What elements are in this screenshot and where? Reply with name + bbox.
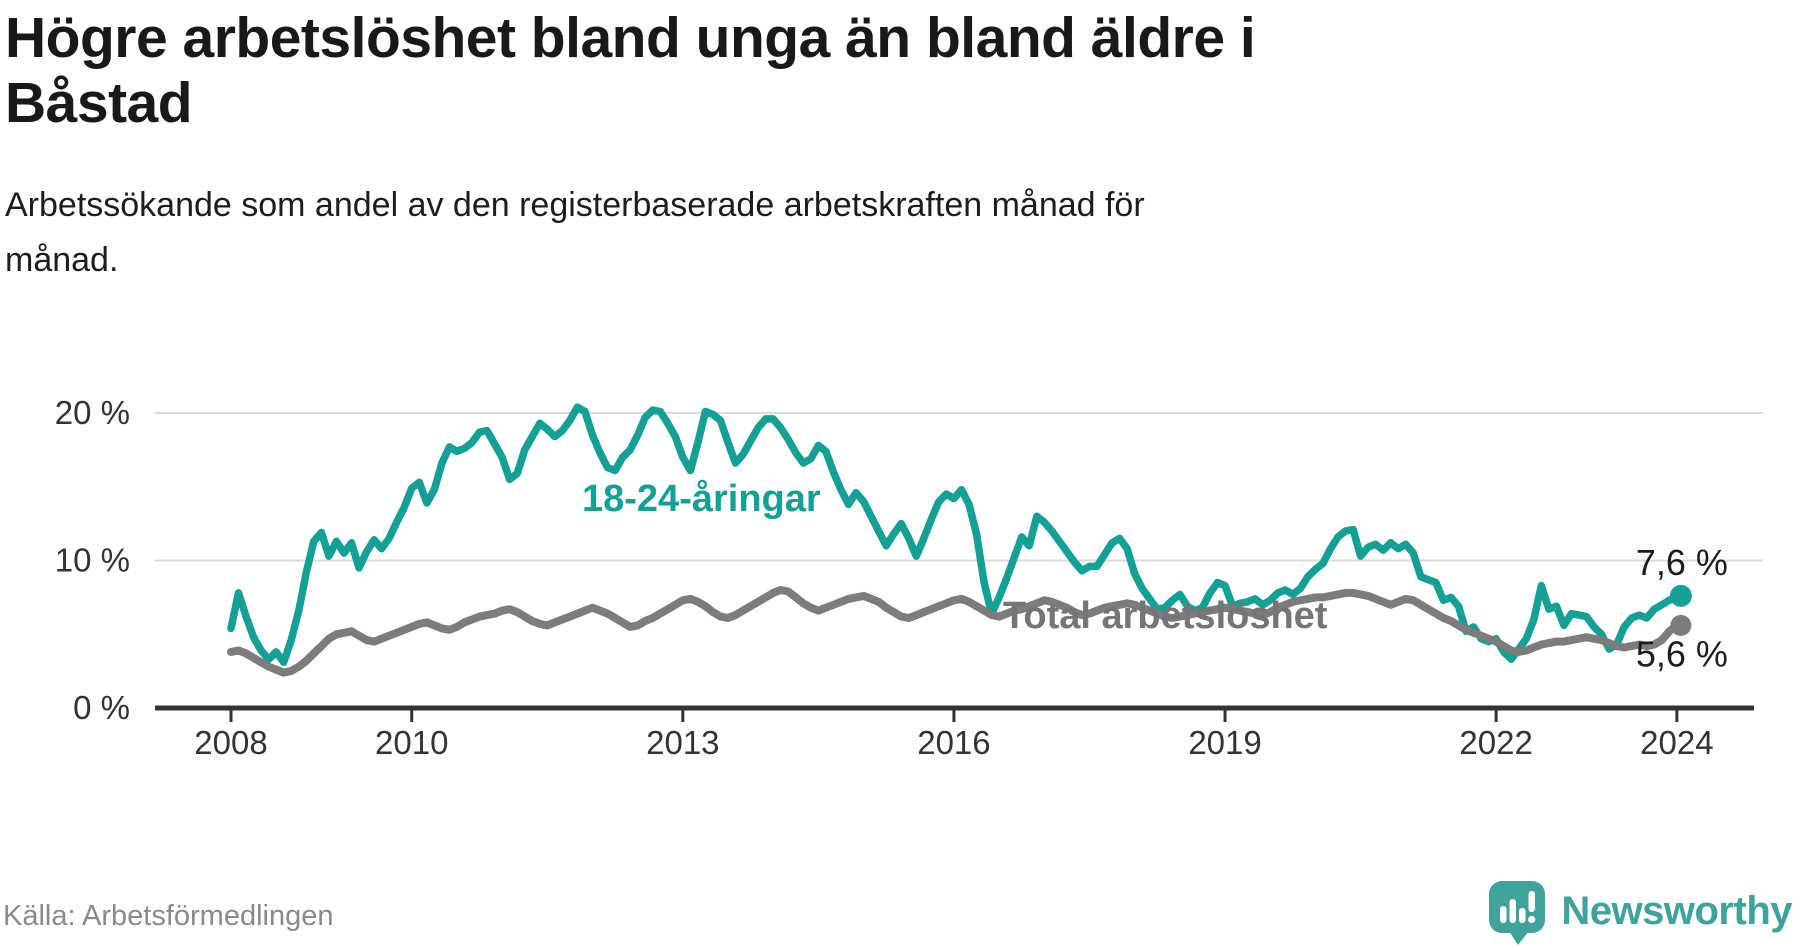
line-chart: 0 % 10 % 20 % 2008 2010 2013 2016 2019 2022 2024 1… — [0, 330, 1800, 780]
chart-subtitle: Arbetssökande som andel av den registerb… — [5, 178, 1505, 288]
chart-title: Högre arbetslöshet bland unga än bland ä… — [5, 6, 1765, 136]
y-axis-label-20: 20 % — [55, 394, 130, 431]
series-label-youth: 18-24-åringar — [582, 478, 821, 520]
end-dot-total — [1670, 614, 1692, 636]
logo-wordmark: Newsworthy — [1561, 888, 1792, 933]
source-note: Källa: Arbetsförmedlingen — [3, 900, 334, 932]
end-dot-youth — [1669, 584, 1692, 607]
x-axis-label-2019: 2019 — [1188, 724, 1261, 761]
x-axis-label-2013: 2013 — [646, 724, 719, 761]
series-line-youth — [227, 403, 1681, 667]
x-axis-label-2010: 2010 — [375, 724, 448, 761]
chart-canvas: 0 % 10 % 20 % 2008 2010 2013 2016 2019 2022 2024 1… — [55, 394, 1763, 761]
x-axis-label-2008: 2008 — [194, 724, 267, 761]
speech-bubble-bar-chart-icon — [1489, 881, 1546, 945]
x-axis-label-2024: 2024 — [1640, 724, 1713, 761]
chart-title-line1: Högre arbetslöshet bland unga än bland ä… — [5, 6, 1256, 70]
y-axis-label-0: 0 % — [73, 689, 130, 726]
chart-subtitle-line1: Arbetssökande som andel av den registerb… — [5, 186, 1145, 224]
end-value-label-youth: 7,6 % — [1636, 542, 1728, 583]
end-value-label-total: 5,6 % — [1636, 633, 1728, 674]
x-axis-label-2022: 2022 — [1459, 724, 1532, 761]
series-label-total: Total arbetslöshet — [1003, 595, 1328, 637]
x-axis-label-2016: 2016 — [917, 724, 990, 761]
chart-title-line2: Båstad — [5, 71, 193, 135]
chart-subtitle-line2: månad. — [5, 241, 119, 279]
series-line-total — [227, 586, 1681, 677]
newsworthy-logo: Newsworthy — [1487, 878, 1792, 948]
y-axis-label-10: 10 % — [55, 542, 130, 579]
